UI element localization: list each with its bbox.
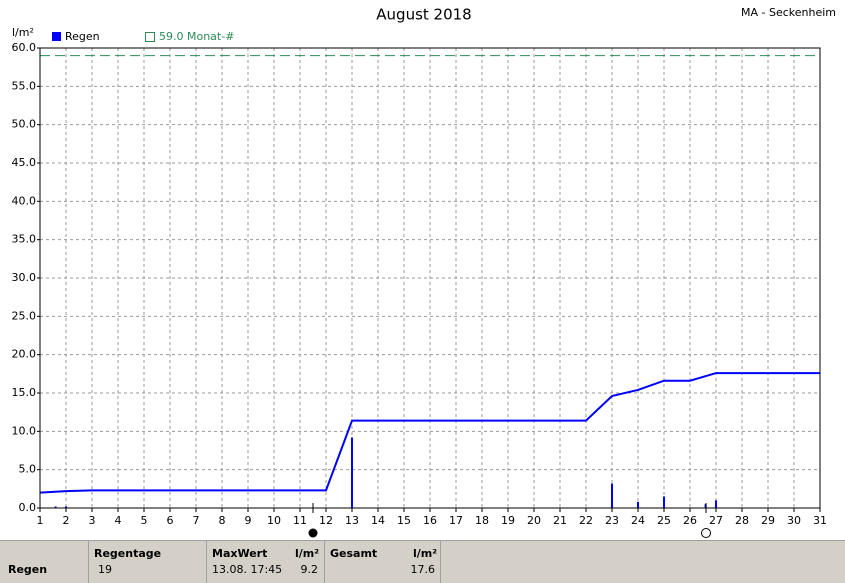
x-tick-label: 18: [475, 514, 489, 527]
y-tick-label: 25.0: [12, 309, 37, 322]
x-tick-label: 21: [553, 514, 567, 527]
full-moon: [701, 528, 711, 538]
x-tick-label: 31: [813, 514, 827, 527]
x-tick-label: 23: [605, 514, 619, 527]
y-tick-label: 55.0: [12, 79, 37, 92]
x-tick-label: 26: [683, 514, 697, 527]
x-tick-label: 11: [293, 514, 307, 527]
station: MA - Seckenheim: [741, 6, 836, 19]
column-header: Gesamt: [330, 547, 378, 560]
y-tick-label: 5.0: [19, 463, 37, 476]
y-tick-label: 10.0: [12, 424, 37, 437]
y-tick-label: 45.0: [12, 156, 37, 169]
row-label: Regen: [8, 563, 48, 576]
separator: [206, 541, 207, 583]
x-tick-label: 28: [735, 514, 749, 527]
column-header: MaxWert: [212, 547, 268, 560]
y-tick-label: 30.0: [12, 271, 37, 284]
chart-title: August 2018: [376, 6, 471, 24]
x-tick-label: 25: [657, 514, 671, 527]
x-tick-label: 19: [501, 514, 515, 527]
legend-label: Regen: [65, 30, 100, 43]
y-tick-label: 0.0: [19, 501, 37, 514]
y-tick-label: 40.0: [12, 194, 37, 207]
y-tick-label: 20.0: [12, 348, 37, 361]
plot-area: 0.0 5.0 10.0 15.0 20.0 25.0 30.0 35.0 40.0 45.0 50…: [12, 41, 828, 527]
x-tick-label: 3: [89, 514, 96, 527]
x-tick-label: 29: [761, 514, 775, 527]
moon-phases: [308, 503, 711, 538]
separator: [324, 541, 325, 583]
stats-panel: Regen Regentage MaxWert l/m² Gesamt l/m²…: [0, 540, 845, 583]
x-tick-label: 13: [345, 514, 359, 527]
x-tick-label: 20: [527, 514, 541, 527]
x-tick-label: 17: [449, 514, 463, 527]
x-tick-label: 2: [63, 514, 70, 527]
x-tick-label: 6: [167, 514, 174, 527]
column-header: Regentage: [94, 547, 162, 560]
cell: 9.2: [300, 563, 319, 576]
x-tick-label: 22: [579, 514, 593, 527]
x-tick-label: 1: [37, 514, 44, 527]
x-tick-label: 27: [709, 514, 723, 527]
legend-label: 59.0 Monat-#: [159, 30, 234, 43]
x-tick-label: 10: [267, 514, 281, 527]
x-tick-label: 15: [397, 514, 411, 527]
x-tick-label: 7: [193, 514, 200, 527]
separator: [88, 541, 89, 583]
plot-frame: [39, 47, 821, 509]
y-axis-label: l/m²: [12, 26, 34, 39]
x-tick-label: 30: [787, 514, 801, 527]
x-tick-label: 14: [371, 514, 385, 527]
x-tick-label: 5: [141, 514, 148, 527]
chart: August 2018 MA - Seckenheim l/m² Regen 5…: [12, 6, 836, 538]
x-tick-label: 24: [631, 514, 645, 527]
cumulative-line: [39, 372, 820, 494]
y-tick-label: 50.0: [12, 118, 37, 131]
x-tick-label: 4: [115, 514, 122, 527]
legend-swatch: [145, 32, 155, 42]
y-tick-label: 15.0: [12, 386, 37, 399]
y-tick-label: 35.0: [12, 233, 37, 246]
cell: 17.6: [410, 563, 436, 576]
x-tick-label: 12: [319, 514, 333, 527]
separator: [440, 541, 441, 583]
new-moon: [308, 528, 318, 538]
column-header: l/m²: [295, 547, 320, 560]
y-tick-label: 60.0: [12, 41, 37, 54]
cell: 13.08. 17:45: [212, 563, 283, 576]
x-tick-label: 8: [219, 514, 226, 527]
x-tick-label: 16: [423, 514, 437, 527]
column-header: l/m²: [413, 547, 438, 560]
cell: 19: [98, 563, 112, 576]
x-tick-label: 9: [245, 514, 252, 527]
legend-swatch: [52, 32, 61, 41]
